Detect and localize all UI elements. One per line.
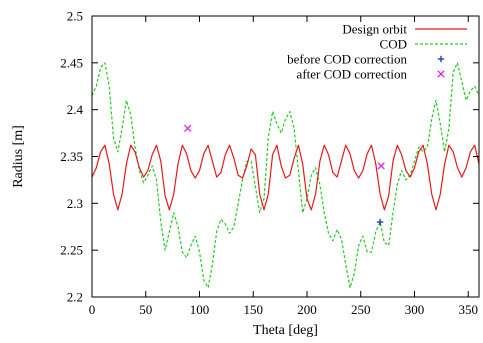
x-tick-label: 50	[139, 302, 152, 317]
x-tick-label: 350	[459, 302, 479, 317]
y-axis-title: Radius [m]	[11, 125, 26, 188]
x-tick-label: 300	[405, 302, 425, 317]
x-tick-label: 100	[190, 302, 210, 317]
after-correction-point	[377, 162, 385, 170]
legend-label: COD	[380, 37, 407, 52]
y-tick-label: 2.4	[67, 102, 84, 117]
x-axis-title: Theta [deg]	[253, 323, 318, 338]
legend-label: after COD correction	[297, 67, 408, 82]
legend-item: COD	[380, 37, 467, 52]
legend-label: Design orbit	[342, 22, 407, 37]
legend-item: before COD correction	[287, 52, 445, 67]
x-tick-label: 150	[244, 302, 264, 317]
before-correction-point	[376, 218, 384, 226]
y-tick-label: 2.3	[67, 196, 83, 211]
y-tick-label: 2.25	[60, 243, 83, 258]
y-tick-label: 2.35	[60, 149, 83, 164]
legend-item: Design orbit	[342, 22, 467, 37]
plot-frame	[91, 15, 480, 298]
y-tick-label: 2.2	[67, 290, 83, 305]
y-tick-label: 2.45	[60, 55, 83, 70]
x-tick-label: 250	[351, 302, 371, 317]
legend-marker	[437, 55, 445, 63]
axis-ticks: 0 50 100 150 200 250 300 350 2.2 2.25 2.3 2.35 2.4 2.…	[60, 9, 479, 317]
x-tick-label: 0	[89, 302, 96, 317]
legend-marker	[437, 70, 445, 78]
cod-series-line	[92, 62, 479, 289]
legend-label: before COD correction	[287, 52, 407, 67]
y-tick-label: 2.5	[67, 9, 83, 24]
series-layer	[92, 62, 479, 289]
x-tick-label: 200	[297, 302, 317, 317]
design-orbit-series-line	[92, 144, 479, 211]
after-correction-point	[184, 124, 192, 133]
legend-item: after COD correction	[297, 67, 445, 82]
